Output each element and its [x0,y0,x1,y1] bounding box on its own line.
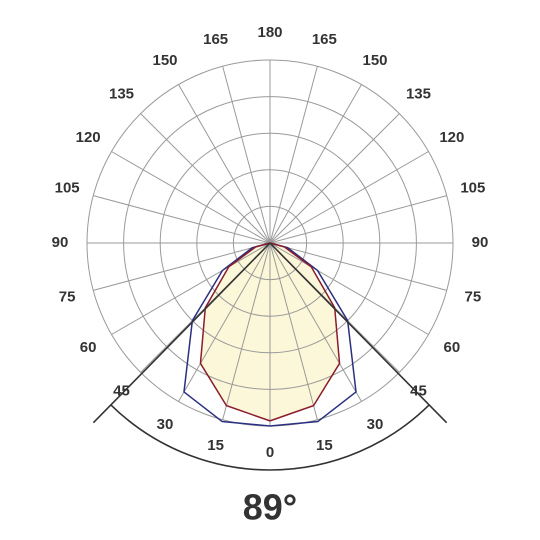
angle-label: 150 [152,52,177,69]
angle-label: 90 [472,234,489,251]
angle-label: 120 [439,129,464,146]
beam-label: 89° [243,487,297,528]
grid-spoke [269,84,362,244]
angle-label: 150 [362,52,387,69]
curve-fill [200,243,270,421]
angle-label: 75 [465,288,482,305]
grid-spoke [178,84,271,244]
curve [269,242,357,427]
grid-spoke [269,151,429,244]
grid-spoke [269,113,400,244]
grid-spoke [111,151,271,244]
grid-spoke [178,242,271,402]
angle-label: 180 [257,24,282,41]
angle-label: 45 [410,382,427,399]
grid-spoke [269,242,362,402]
angle-label: 90 [52,234,69,251]
grid-spoke [269,242,318,420]
grid-spoke [222,66,271,244]
angle-label: 135 [109,85,134,102]
angle-label: 105 [55,180,80,197]
angle-label: 30 [367,416,384,433]
angle-label: 135 [406,85,431,102]
grid-spoke [93,242,271,291]
angle-label: 60 [80,339,97,356]
angle-label: 165 [312,31,337,48]
angle-label: 0 [266,444,274,461]
angle-label: 105 [460,180,485,197]
angle-label: 165 [203,31,228,48]
curve-fill [270,243,340,421]
beam-line [269,242,448,424]
angle-label: 120 [76,129,101,146]
beam-arc [110,404,430,471]
angle-label: 30 [157,416,174,433]
angle-label: 15 [207,437,224,454]
grid-spoke [93,195,271,244]
curve [183,242,271,427]
beam-line [92,242,271,424]
grid-spoke [269,66,318,244]
angle-label: 45 [113,382,130,399]
grid-spoke [140,113,271,244]
grid-spoke [222,242,271,420]
angle-label: 60 [444,339,461,356]
grid-spoke [269,242,447,291]
angle-label: 75 [59,288,76,305]
angle-label: 15 [316,437,333,454]
grid-spoke [269,195,447,244]
grid-spoke [269,242,429,335]
grid-spoke [111,242,271,335]
